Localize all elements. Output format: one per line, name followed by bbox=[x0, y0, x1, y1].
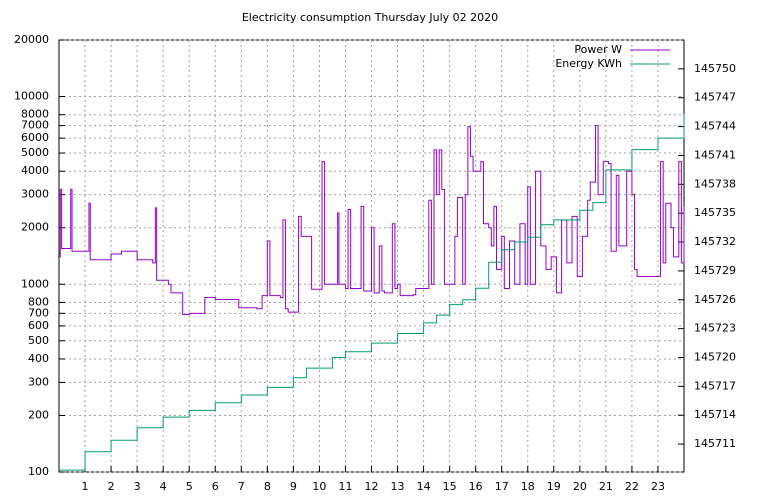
y-tick-label: 100 bbox=[28, 465, 49, 478]
x-tick-label: 4 bbox=[160, 480, 167, 493]
x-tick-label: 18 bbox=[521, 480, 535, 493]
y-tick-label: 6000 bbox=[21, 131, 49, 144]
y-tick-label: 400 bbox=[28, 352, 49, 365]
legend-label: Energy KWh bbox=[555, 57, 622, 70]
x-tick-label: 7 bbox=[238, 480, 245, 493]
y-tick-label: 600 bbox=[28, 319, 49, 332]
y2-tick-label: 145711 bbox=[694, 437, 736, 450]
x-tick-label: 10 bbox=[312, 480, 326, 493]
y2-tick-label: 145726 bbox=[694, 293, 736, 306]
x-tick-label: 22 bbox=[625, 480, 639, 493]
y2-tick-label: 145747 bbox=[694, 91, 736, 104]
y2-tick-label: 145729 bbox=[694, 264, 736, 277]
y2-tick-label: 145717 bbox=[694, 379, 736, 392]
y2-tick-label: 145732 bbox=[694, 235, 736, 248]
y2-tick-label: 145714 bbox=[694, 408, 736, 421]
y-tick-label: 1000 bbox=[21, 277, 49, 290]
x-tick-label: 23 bbox=[651, 480, 665, 493]
y-tick-label: 5000 bbox=[21, 146, 49, 159]
x-tick-label: 2 bbox=[108, 480, 115, 493]
y2-tick-label: 145735 bbox=[694, 206, 736, 219]
y-tick-label: 200 bbox=[28, 408, 49, 421]
y2-tick-label: 145744 bbox=[694, 120, 736, 133]
y2-tick-label: 145741 bbox=[694, 148, 736, 161]
chart-title: Electricity consumption Thursday July 02… bbox=[242, 11, 498, 24]
x-tick-label: 21 bbox=[599, 480, 613, 493]
x-tick-label: 6 bbox=[212, 480, 219, 493]
y-tick-label: 7000 bbox=[21, 119, 49, 132]
y2-tick-label: 145723 bbox=[694, 322, 736, 335]
x-tick-label: 12 bbox=[365, 480, 379, 493]
y-tick-label: 300 bbox=[28, 375, 49, 388]
y-tick-label: 4000 bbox=[21, 164, 49, 177]
y2-tick-label: 145750 bbox=[694, 62, 736, 75]
x-tick-label: 1 bbox=[82, 480, 89, 493]
y-tick-label: 20000 bbox=[14, 33, 49, 46]
x-tick-label: 19 bbox=[547, 480, 561, 493]
legend-label: Power W bbox=[574, 43, 622, 56]
x-tick-label: 5 bbox=[186, 480, 193, 493]
x-tick-label: 15 bbox=[443, 480, 457, 493]
y-tick-label: 700 bbox=[28, 306, 49, 319]
y-tick-label: 2000 bbox=[21, 221, 49, 234]
x-tick-label: 11 bbox=[338, 480, 352, 493]
x-tick-label: 13 bbox=[391, 480, 405, 493]
y-tick-label: 3000 bbox=[21, 188, 49, 201]
y-tick-label: 500 bbox=[28, 334, 49, 347]
x-tick-label: 16 bbox=[469, 480, 483, 493]
x-tick-label: 14 bbox=[417, 480, 431, 493]
series-line bbox=[59, 125, 685, 316]
y-tick-label: 800 bbox=[28, 295, 49, 308]
x-tick-label: 3 bbox=[134, 480, 141, 493]
x-tick-label: 17 bbox=[495, 480, 509, 493]
y2-tick-label: 145738 bbox=[694, 177, 736, 190]
y-tick-label: 10000 bbox=[14, 90, 49, 103]
x-tick-label: 9 bbox=[290, 480, 297, 493]
series-line bbox=[59, 114, 685, 471]
x-tick-label: 20 bbox=[573, 480, 587, 493]
y-tick-label: 8000 bbox=[21, 108, 49, 121]
x-tick-label: 8 bbox=[264, 480, 271, 493]
y2-tick-label: 145720 bbox=[694, 351, 736, 364]
